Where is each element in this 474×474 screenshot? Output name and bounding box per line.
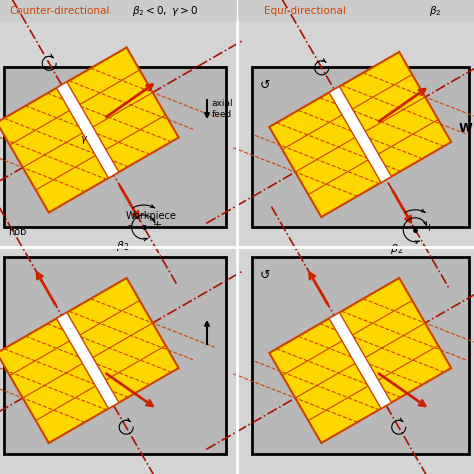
- Polygon shape: [329, 86, 392, 182]
- Text: axial
feed: axial feed: [212, 99, 234, 119]
- Text: +: +: [425, 223, 434, 233]
- Bar: [0, 22, 237, 247]
- Text: Equi-directional: Equi-directional: [264, 6, 346, 16]
- Text: -: -: [399, 223, 403, 233]
- Polygon shape: [269, 278, 451, 443]
- Text: W: W: [459, 122, 473, 136]
- Polygon shape: [269, 52, 451, 217]
- Text: hob: hob: [8, 227, 27, 237]
- Text: -: -: [128, 220, 132, 230]
- Text: $\beta_2$: $\beta_2$: [429, 4, 441, 18]
- Text: Workpiece: Workpiece: [126, 211, 177, 221]
- Bar: [0, 247, 237, 474]
- Text: $\beta_2$: $\beta_2$: [390, 242, 403, 256]
- Text: Counter-directional: Counter-directional: [10, 6, 110, 16]
- Text: +: +: [153, 220, 163, 230]
- Polygon shape: [56, 82, 119, 178]
- Text: $\beta_2$: $\beta_2$: [116, 239, 129, 253]
- Text: $\circlearrowleft$: $\circlearrowleft$: [257, 79, 271, 91]
- Bar: [252, 257, 469, 454]
- Bar: [4, 67, 226, 227]
- Text: $\beta_2 < 0,\ \gamma > 0$: $\beta_2 < 0,\ \gamma > 0$: [132, 4, 198, 18]
- Polygon shape: [56, 312, 119, 409]
- Polygon shape: [0, 278, 179, 443]
- Bar: [237, 22, 474, 247]
- Bar: [252, 67, 469, 227]
- Polygon shape: [329, 312, 392, 409]
- Bar: [0, 0, 474, 22]
- Bar: [237, 247, 474, 474]
- Text: $\circlearrowleft$: $\circlearrowleft$: [257, 268, 271, 282]
- Bar: [4, 257, 226, 454]
- Polygon shape: [0, 47, 179, 212]
- Text: $\gamma$: $\gamma$: [80, 134, 88, 146]
